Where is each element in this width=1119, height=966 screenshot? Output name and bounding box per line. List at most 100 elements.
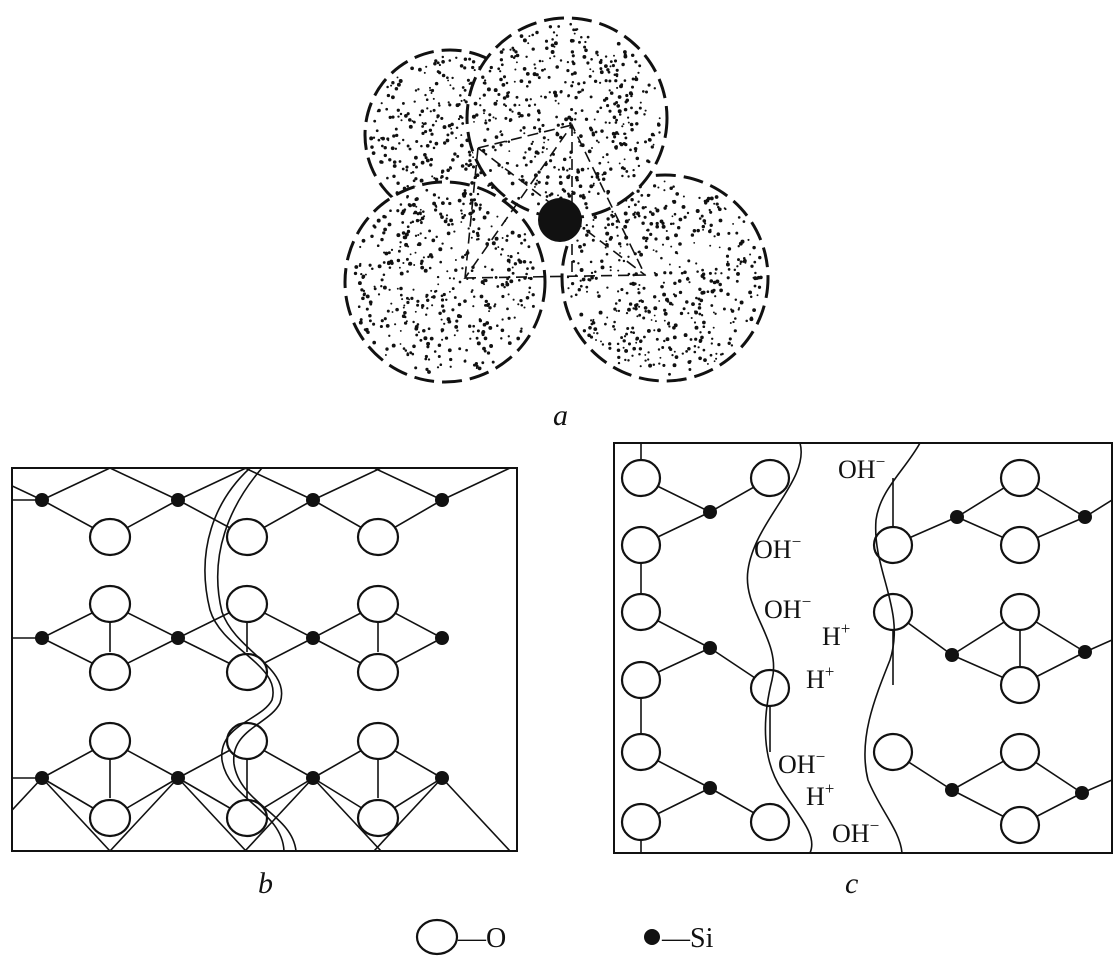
bond-line (12, 777, 43, 812)
bond-line (41, 777, 111, 851)
silicon-atom (171, 771, 185, 785)
oxygen-atom (999, 665, 1041, 705)
silicon-atom (306, 771, 320, 785)
oxygen-atom (88, 517, 132, 557)
tetrahedron-edge (464, 147, 479, 279)
oxygen-sphere (343, 180, 547, 384)
silicon-atom (1078, 645, 1092, 659)
panel-b-label: b (258, 867, 273, 900)
bond-line (177, 468, 247, 501)
bond-line (12, 484, 43, 501)
oxygen-sphere (465, 16, 669, 220)
oxygen-atom (620, 458, 662, 498)
silicon-atom (703, 781, 717, 795)
oxygen-sphere (560, 173, 770, 383)
hydration-boundary-right (864, 443, 921, 853)
bond-line (109, 468, 179, 501)
oxygen-atom (749, 802, 791, 842)
silicon-atom (435, 493, 449, 507)
panel-b-crystalline-lattice: b (11, 467, 518, 900)
panel-c-oxygen-atoms (620, 458, 1041, 845)
silicon-atom (171, 493, 185, 507)
panel-a-tetrahedron: a (343, 16, 770, 432)
silicon-atom (950, 510, 964, 524)
silicon-atom (306, 631, 320, 645)
legend-oxygen-symbol (415, 918, 459, 956)
bond-line (373, 468, 443, 501)
bond-line (312, 777, 382, 851)
panel-c-frame (613, 442, 1113, 854)
tetrahedron-base (463, 123, 647, 279)
oxygen-atom (999, 525, 1041, 565)
panel-c-ions: OH−OH−OH−H+H+OH−H+OH− (754, 452, 885, 848)
hydration-boundary-left (746, 443, 813, 853)
fracture-boundary (204, 468, 285, 851)
oxygen-atom (356, 721, 400, 761)
panel-c-silicon-atoms (703, 505, 1092, 800)
oxygen-atom (356, 584, 400, 624)
bond-line (373, 777, 443, 851)
oxygen-atom (620, 525, 662, 565)
bond-line (41, 468, 111, 501)
silicon-atom (1078, 510, 1092, 524)
legend-oxygen-label: —O (457, 923, 506, 954)
oxygen-atom (225, 721, 269, 761)
panel-a-label: a (553, 399, 568, 432)
oxygen-atom (88, 584, 132, 624)
panel-b-oxygen-atoms (88, 517, 400, 838)
silicon-atom (35, 771, 49, 785)
oxygen-atom (999, 592, 1041, 632)
oxygen-atom (872, 525, 914, 565)
ion-label: OH− (754, 532, 801, 564)
bond-line (244, 777, 314, 851)
legend: —O —Si (415, 918, 714, 956)
silicon-atom (1075, 786, 1089, 800)
silicon-atom (35, 493, 49, 507)
oxygen-atom (749, 458, 791, 498)
silicon-atom (35, 631, 49, 645)
oxygen-atom (620, 660, 662, 700)
bond-line (312, 468, 382, 501)
bond-line (109, 777, 179, 851)
legend-silicon-symbol (644, 929, 660, 945)
oxygen-atom (620, 592, 662, 632)
oxygen-atom (872, 732, 914, 772)
silicon-atom (435, 771, 449, 785)
oxygen-atom (356, 652, 400, 692)
silicon-atom (435, 631, 449, 645)
panel-c-label: c (845, 867, 858, 900)
ion-label: H+ (822, 619, 850, 651)
oxygen-spheres (343, 16, 770, 384)
silicon-atom (703, 505, 717, 519)
silicon-atom (306, 493, 320, 507)
silicon-atom (945, 783, 959, 797)
oxygen-atom (356, 798, 400, 838)
silicon-atom (703, 641, 717, 655)
oxygen-atom (999, 732, 1041, 772)
ion-label: H+ (806, 662, 834, 694)
oxygen-atom (999, 805, 1041, 845)
oxygen-atom (225, 584, 269, 624)
legend-silicon-label: —Si (661, 923, 714, 954)
oxygen-atom (620, 732, 662, 772)
ion-label: OH− (764, 592, 811, 624)
ion-label: OH− (832, 816, 879, 848)
ion-label: OH− (778, 747, 825, 779)
silicon-atom (945, 648, 959, 662)
oxygen-atom (620, 802, 662, 842)
oxygen-atom (88, 721, 132, 761)
oxygen-atom (356, 517, 400, 557)
fracture-boundary (216, 468, 297, 851)
bond-line (441, 468, 511, 501)
silicon-atom (171, 631, 185, 645)
ion-label: OH− (838, 452, 885, 484)
panel-c-hydrated-lattice: OH−OH−OH−H+H+OH−H+OH− c (613, 442, 1113, 900)
bond-line (441, 777, 511, 851)
ion-label: H+ (806, 779, 834, 811)
oxygen-atom (225, 798, 269, 838)
oxygen-atom (88, 652, 132, 692)
panel-b-silicon-atoms (35, 493, 449, 785)
bond-line (244, 468, 314, 501)
silicon-atom-center (538, 198, 582, 242)
